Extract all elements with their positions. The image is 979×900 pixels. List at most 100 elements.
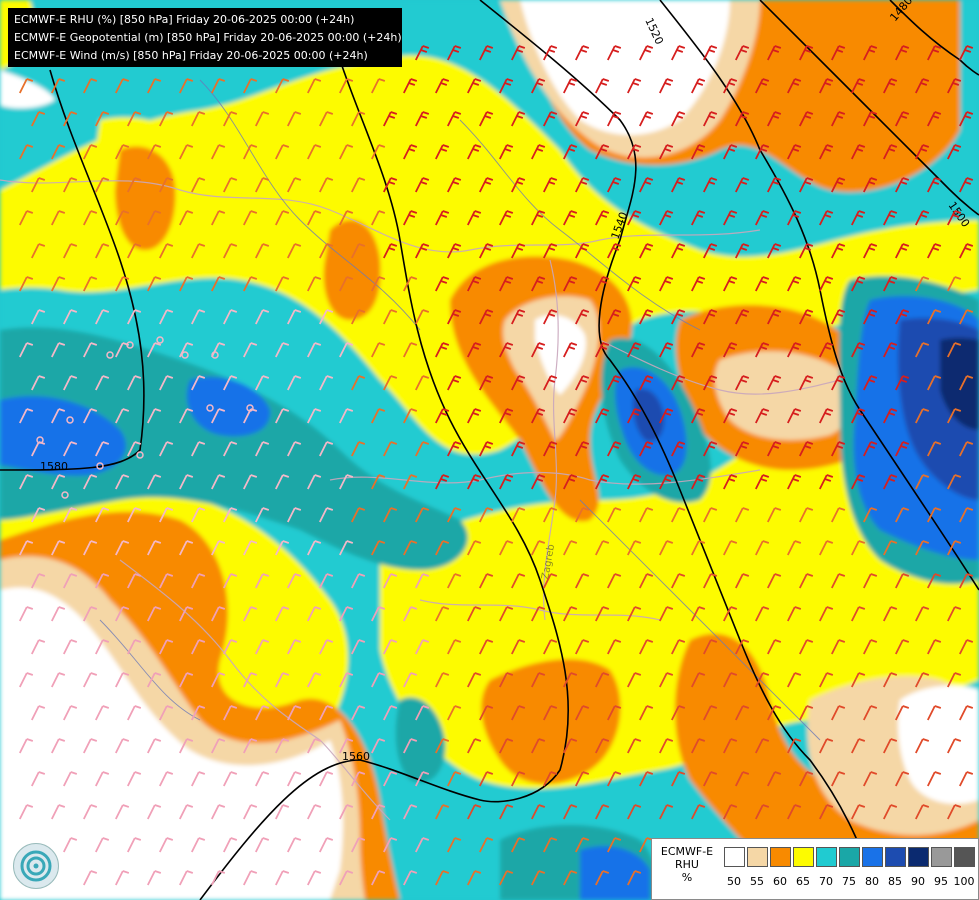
wind-barb (723, 78, 738, 94)
wind-barb (383, 243, 398, 259)
wind-barb (31, 771, 46, 787)
wind-barb (947, 672, 962, 688)
wind-barb (511, 45, 526, 61)
wind-barb (723, 540, 738, 556)
wind-barb (191, 837, 206, 853)
wind-barb (191, 309, 206, 325)
ecmwf-logo-icon (13, 843, 59, 889)
wind-barb (31, 243, 46, 259)
wind-barb (447, 837, 462, 853)
wind-barb (947, 474, 962, 490)
wind-barb (563, 606, 578, 622)
wind-barb (447, 639, 462, 655)
wind-barb (863, 771, 878, 787)
wind-barb (127, 837, 142, 853)
wind-barb (223, 309, 238, 325)
wind-barb (351, 309, 366, 325)
wind-barb (179, 408, 194, 424)
wind-barb (627, 342, 642, 358)
wind-barb (415, 309, 430, 325)
wind-barb (735, 441, 750, 457)
wind-barb (255, 243, 270, 259)
wind-barb (787, 144, 802, 160)
wind-barb (479, 639, 494, 655)
wind-barb (467, 672, 482, 688)
wind-barb (319, 441, 334, 457)
wind-barb (575, 771, 590, 787)
wind-barb (915, 474, 930, 490)
wind-barb (563, 672, 578, 688)
wind-barb (287, 243, 302, 259)
wind-barb (531, 474, 546, 490)
wind-barb (351, 375, 366, 391)
wind-barb (883, 342, 898, 358)
wind-barb (435, 540, 450, 556)
wind-barb (403, 672, 418, 688)
wind-barb (927, 243, 942, 259)
wind-barb (799, 507, 814, 523)
wind-barb (819, 672, 834, 688)
wind-barb (307, 540, 322, 556)
wind-barb (371, 78, 386, 94)
wind-barb (403, 78, 418, 94)
wind-barb (275, 672, 290, 688)
wind-barb (479, 771, 494, 787)
wind-barb (755, 210, 770, 226)
legend-title-unit: % (681, 871, 693, 884)
wind-barb (51, 78, 66, 94)
wind-barb (371, 672, 386, 688)
wind-barb (435, 870, 450, 886)
wind-barb (435, 408, 450, 424)
wind-barb (371, 144, 386, 160)
wind-barb (191, 771, 206, 787)
wind-barb (83, 474, 98, 490)
wind-barb (915, 408, 930, 424)
wind-barb (383, 309, 398, 325)
wind-barb (671, 507, 686, 523)
wind-barb (895, 573, 910, 589)
wind-barb (595, 78, 610, 94)
wind-barb (767, 243, 782, 259)
wind-barb (499, 804, 514, 820)
wind-barb (735, 639, 750, 655)
wind-barb (179, 738, 194, 754)
wind-barb (147, 144, 162, 160)
wind-barb (543, 177, 558, 193)
wind-barb (383, 705, 398, 721)
wind-barb (447, 177, 462, 193)
legend-swatch (724, 847, 745, 867)
legend-swatch (954, 847, 975, 867)
wind-barb (115, 78, 130, 94)
wind-barb (479, 705, 494, 721)
wind-barb (403, 474, 418, 490)
wind-barb (755, 342, 770, 358)
wind-barb (703, 375, 718, 391)
wind-barb (63, 111, 78, 127)
wind-barb (703, 441, 718, 457)
wind-barb (211, 606, 226, 622)
wind-barb (319, 177, 334, 193)
wind-barb (735, 507, 750, 523)
wind-barb (671, 111, 686, 127)
wind-barb (415, 705, 430, 721)
wind-barb (915, 672, 930, 688)
wind-barb (863, 705, 878, 721)
wind-barb (191, 375, 206, 391)
wind-barb (339, 606, 354, 622)
wind-barb (767, 111, 782, 127)
wind-barb (51, 408, 66, 424)
wind-barb (927, 573, 942, 589)
wind-barb (543, 441, 558, 457)
legend-tick-label: 80 (865, 875, 879, 888)
wind-barb (115, 408, 130, 424)
wind-barb (147, 78, 162, 94)
legend-tick-label: 55 (750, 875, 764, 888)
wind-barb (799, 705, 814, 721)
wind-barb (671, 375, 686, 391)
wind-barb (19, 276, 34, 292)
wind-barb (819, 78, 834, 94)
wind-barb (947, 144, 962, 160)
wind-barb (499, 738, 514, 754)
legend-swatch (885, 847, 906, 867)
